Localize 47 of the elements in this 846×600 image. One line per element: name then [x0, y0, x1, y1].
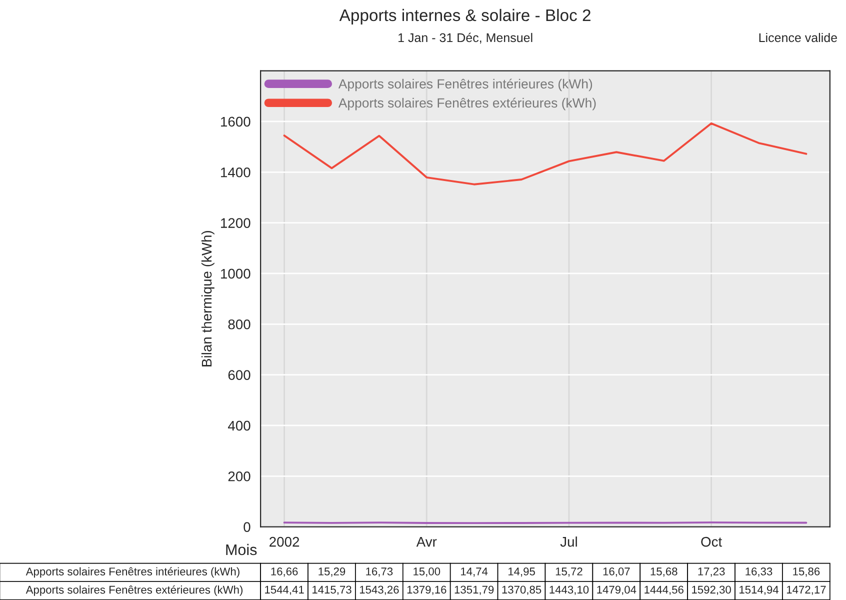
legend-label: Apports solaires Fenêtres extérieures (kWh): [338, 98, 596, 110]
x-tick-label: Avr: [416, 537, 437, 547]
data-label: 14,74: [461, 568, 488, 577]
y-tick-label: 1400: [221, 167, 250, 178]
data-label: 1379,16: [407, 586, 446, 595]
y-tick-label: 800: [228, 319, 250, 330]
y-axis-title: Bilan thermique (kWh): [201, 230, 214, 366]
text: Licence valide: [759, 32, 837, 42]
data-label: 16,66: [271, 568, 298, 577]
x-axis-title: Mois: [226, 544, 257, 556]
data-label: 1443,10: [550, 586, 589, 595]
data-label: 17,23: [698, 568, 725, 577]
x-tick-label: Jul: [560, 536, 577, 547]
data-label: 16,33: [746, 568, 772, 577]
y-tick-label: 1200: [221, 218, 250, 228]
text: Apports solaires Fenêtres extérieures (kWh): [26, 585, 243, 596]
data-label: 14,95: [508, 568, 535, 577]
y-tick-label: 200: [228, 471, 250, 482]
data-label: 1592,30: [692, 586, 731, 595]
data-label: 1444,56: [644, 586, 684, 595]
data-label: 16,73: [366, 568, 393, 577]
y-tick-label: 0: [244, 522, 250, 532]
text: Apports solaires Fenêtres intérieures (kWh): [26, 567, 240, 578]
data-label: 1370,85: [502, 586, 542, 595]
y-tick-label: 400: [228, 420, 250, 431]
data-label: 1472,17: [786, 586, 826, 595]
data-label: 1479,04: [597, 586, 636, 595]
x-tick-label: Oct: [701, 536, 722, 547]
y-tick-label: 1600: [221, 116, 250, 127]
data-label: 15,86: [793, 568, 820, 577]
x-tick-label: 2002: [270, 536, 300, 547]
data-label: 15,29: [318, 568, 346, 577]
line-series: [283, 122, 808, 186]
y-tick-label: 1000: [221, 268, 250, 279]
data-label: 15,00: [414, 568, 440, 577]
data-label: 15,68: [650, 568, 678, 577]
data-label: 1514,94: [740, 586, 779, 595]
data-label: 1415,73: [312, 586, 352, 595]
chart-title: Apports internes & solaire - Bloc 2: [339, 8, 590, 24]
legend-label: Apports solaires Fenêtres intérieures (kWh): [338, 78, 592, 92]
data-label: 1543,26: [360, 586, 399, 595]
y-tick-label: 600: [228, 370, 250, 380]
data-label: 1544,41: [265, 586, 304, 595]
chart-subtitle: 1 Jan - 31 Déc, Mensuel: [398, 32, 532, 44]
data-label: 16,07: [603, 568, 630, 577]
data-label: 15,72: [556, 568, 582, 577]
data-label: 1351,79: [454, 586, 494, 595]
